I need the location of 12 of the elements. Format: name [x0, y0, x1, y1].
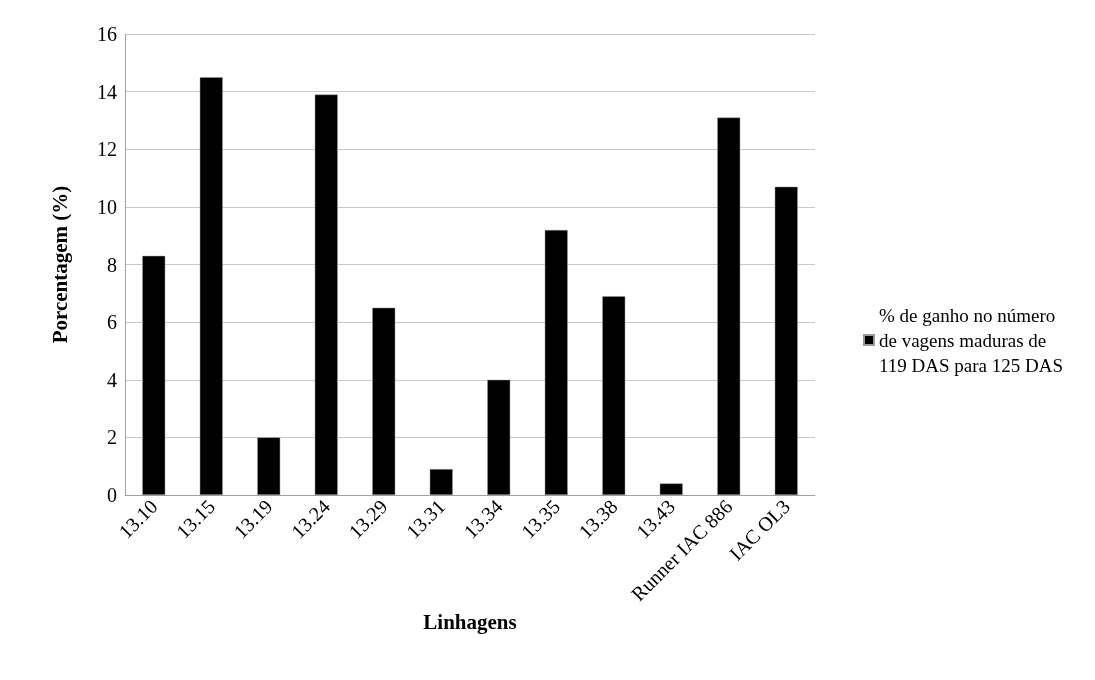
- x-axis-title: Linhagens: [423, 609, 517, 634]
- y-tick-label: 16: [97, 23, 117, 45]
- y-tick-label: 14: [97, 80, 117, 103]
- y-tick-label: 6: [107, 311, 117, 334]
- y-tick-label: 0: [107, 484, 117, 506]
- y-tick-label: 2: [107, 426, 117, 449]
- y-tick-label: 12: [97, 138, 117, 161]
- y-tick-label: 10: [97, 195, 117, 218]
- y-tick-label: 4: [107, 368, 117, 391]
- y-tick-label: 8: [107, 253, 117, 276]
- legend-label: % de ganho no número de vagens maduras de 119 DAS para 125 DAS: [879, 304, 1064, 376]
- y-axis-title: Porcentagem (%): [47, 185, 72, 344]
